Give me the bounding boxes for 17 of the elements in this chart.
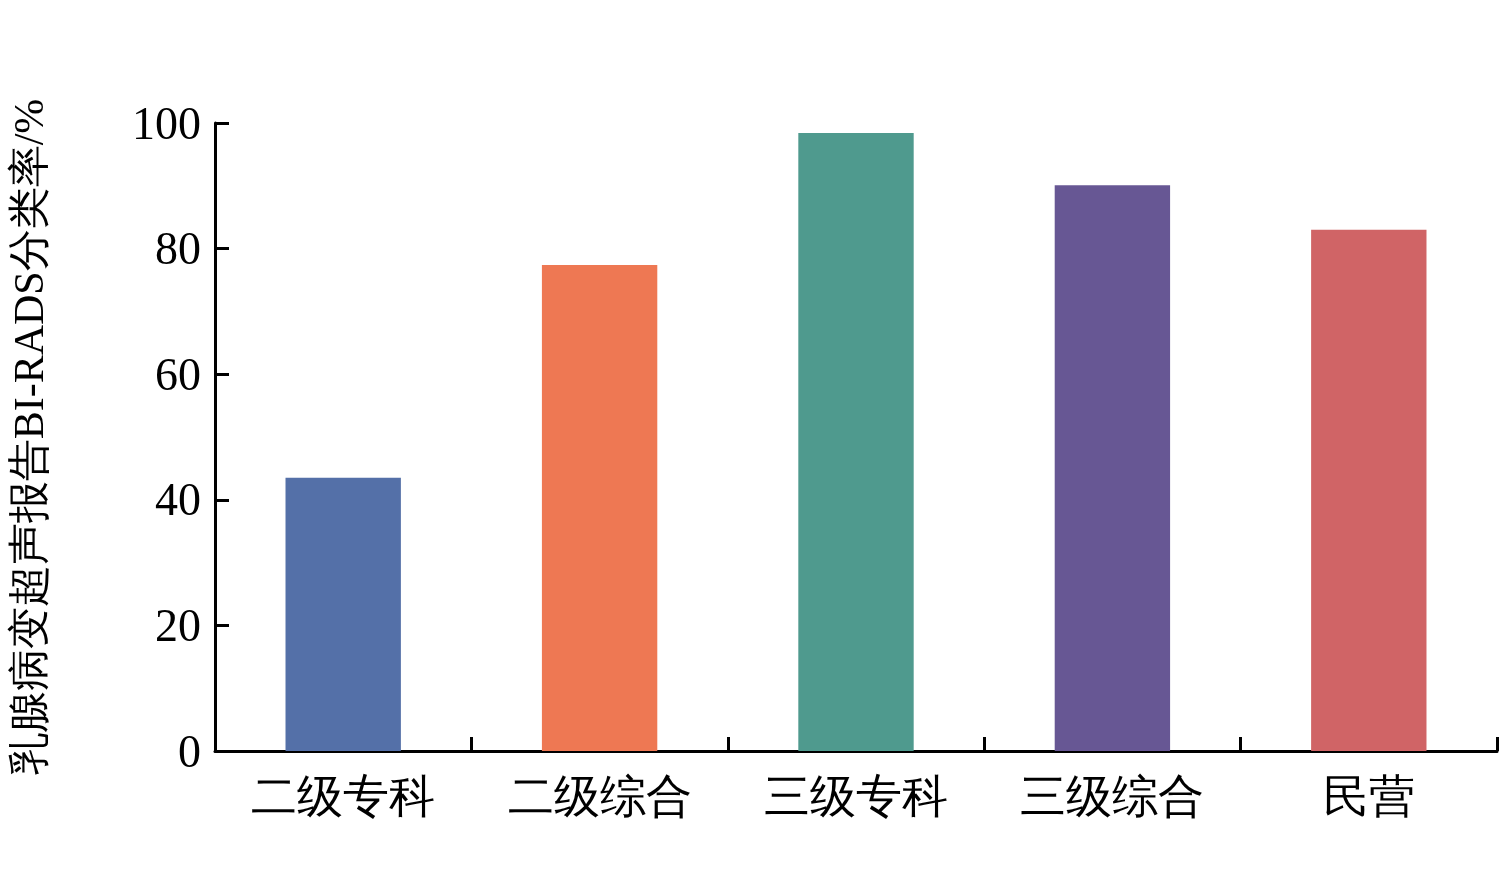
x-tick-label: 二级专科: [251, 770, 436, 822]
x-tick-label: 三级专科: [764, 770, 948, 822]
y-tick-label: 100: [132, 97, 201, 149]
y-tick-label: 20: [155, 599, 201, 651]
x-tick-label: 三级综合: [1020, 770, 1205, 822]
bar: [541, 264, 658, 751]
y-axis-title: 乳腺病变超声报告BI-RADS分类率/%: [6, 98, 52, 776]
x-tick-label: 民营: [1322, 770, 1415, 822]
y-tick-label: 40: [155, 474, 201, 526]
y-tick-label: 60: [155, 348, 201, 400]
bar: [285, 477, 401, 751]
y-tick-label: 0: [178, 725, 201, 777]
bar: [798, 133, 914, 751]
bar: [1054, 185, 1171, 751]
bar: [1311, 229, 1427, 751]
y-tick-label: 80: [155, 223, 201, 275]
x-tick-label: 二级综合: [507, 770, 692, 822]
